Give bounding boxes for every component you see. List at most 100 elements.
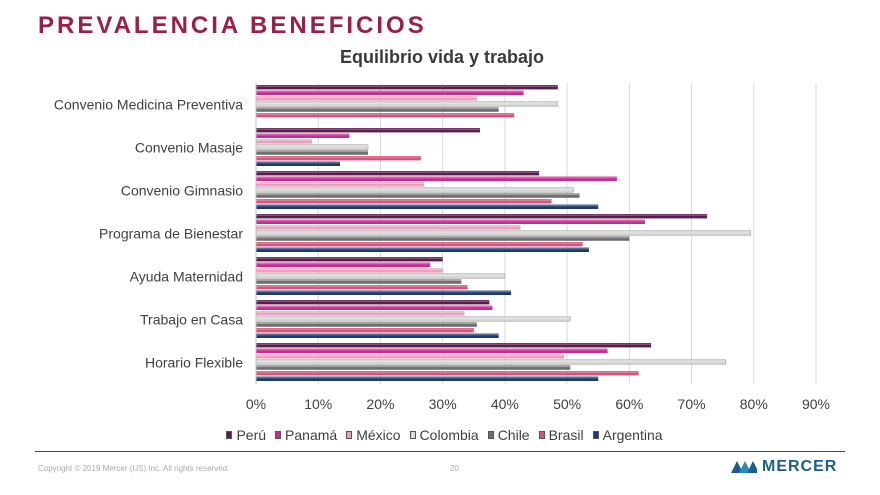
legend-swatch bbox=[226, 431, 233, 439]
x-tick-label: 30% bbox=[429, 396, 457, 412]
bar-brasil bbox=[256, 242, 583, 247]
bar-highlight bbox=[256, 85, 558, 87]
bar-chile bbox=[256, 322, 477, 327]
legend-item: Brasil bbox=[538, 427, 584, 443]
bar-perú bbox=[256, 171, 540, 176]
bar-argentina bbox=[256, 333, 499, 338]
bar-highlight bbox=[256, 263, 431, 265]
bar-chile bbox=[256, 150, 368, 155]
bar-argentina bbox=[256, 204, 599, 209]
bar-brasil bbox=[256, 113, 515, 118]
legend-item: Chile bbox=[487, 427, 530, 443]
bar-highlight bbox=[256, 225, 521, 227]
bar-highlight bbox=[256, 162, 340, 164]
bar-chile bbox=[256, 365, 571, 370]
bar-highlight bbox=[256, 134, 350, 136]
bar-highlight bbox=[256, 128, 480, 130]
legend-swatch bbox=[275, 431, 282, 439]
bar-brasil bbox=[256, 371, 639, 376]
bar-méxico bbox=[256, 268, 443, 273]
legend-label: Brasil bbox=[548, 427, 584, 443]
bar-highlight bbox=[256, 360, 726, 362]
bar-highlight bbox=[256, 220, 645, 222]
bar-highlight bbox=[256, 205, 599, 207]
category-label: Ayuda Maternidad bbox=[130, 269, 243, 285]
legend-item: México bbox=[346, 427, 401, 443]
legend-swatch bbox=[409, 431, 416, 439]
bar-panamá bbox=[256, 305, 493, 310]
bar-highlight bbox=[256, 242, 583, 244]
x-tick-label: 70% bbox=[678, 396, 706, 412]
bar-panamá bbox=[256, 262, 431, 267]
x-tick-label: 40% bbox=[491, 396, 519, 412]
brand-name: MERCER bbox=[762, 458, 838, 475]
copyright-text: Copyright © 2019 Mercer (US) Inc. All ri… bbox=[38, 464, 230, 473]
x-tick-label: 50% bbox=[553, 396, 581, 412]
bar-méxico bbox=[256, 139, 312, 144]
bar-highlight bbox=[256, 248, 589, 250]
legend-item: Argentina bbox=[592, 427, 663, 443]
bar-highlight bbox=[256, 323, 477, 325]
bar-highlight bbox=[256, 182, 424, 184]
x-tick-label: 60% bbox=[615, 396, 643, 412]
legend-label: Panamá bbox=[285, 427, 338, 443]
bar-highlight bbox=[256, 291, 512, 293]
category-label: Convenio Masaje bbox=[135, 140, 243, 156]
page-title: PREVALENCIA BENEFICIOS bbox=[38, 12, 427, 39]
bar-highlight bbox=[256, 231, 751, 233]
chart-legend: Perú Panamá México Colombia Chile Brasil Argen… bbox=[0, 427, 880, 443]
bar-chile bbox=[256, 279, 462, 284]
legend-label: Chile bbox=[497, 427, 530, 443]
mercer-logo: MERCER bbox=[730, 458, 837, 476]
bar-highlight bbox=[256, 214, 708, 216]
bar-perú bbox=[256, 257, 443, 262]
bar-highlight bbox=[256, 343, 652, 345]
bar-méxico bbox=[256, 311, 465, 316]
bar-highlight bbox=[256, 257, 443, 259]
bar-méxico bbox=[256, 182, 424, 187]
bar-argentina bbox=[256, 290, 512, 295]
bar-highlight bbox=[256, 377, 599, 379]
bar-panamá bbox=[256, 219, 645, 224]
bar-highlight bbox=[256, 349, 608, 351]
bar-highlight bbox=[256, 366, 571, 368]
bar-méxico bbox=[256, 96, 477, 101]
bar-highlight bbox=[256, 274, 505, 276]
x-tick-label: 90% bbox=[802, 396, 830, 412]
bar-perú bbox=[256, 300, 490, 305]
bar-highlight bbox=[256, 108, 499, 110]
bar-highlight bbox=[256, 280, 462, 282]
category-label: Horario Flexible bbox=[145, 355, 243, 371]
bar-perú bbox=[256, 214, 708, 219]
chart-title: Equilibrio vida y trabajo bbox=[339, 47, 545, 67]
bar-perú bbox=[256, 128, 480, 133]
bar-panamá bbox=[256, 176, 617, 181]
bar-highlight bbox=[256, 300, 490, 302]
legend-label: Colombia bbox=[419, 427, 479, 443]
mercer-logo-icon bbox=[731, 461, 757, 473]
bar-brasil bbox=[256, 285, 468, 290]
bar-highlight bbox=[256, 102, 558, 104]
x-tick-label: 10% bbox=[304, 396, 332, 412]
bar-highlight bbox=[256, 171, 540, 173]
bar-highlight bbox=[256, 156, 421, 158]
bar-panamá bbox=[256, 348, 608, 353]
bar-highlight bbox=[256, 194, 580, 196]
legend-label: México bbox=[356, 427, 401, 443]
bar-highlight bbox=[256, 285, 468, 287]
bar-highlight bbox=[256, 91, 524, 93]
bar-brasil bbox=[256, 328, 474, 333]
bar-highlight bbox=[256, 237, 630, 239]
bar-méxico bbox=[256, 225, 521, 230]
bar-highlight bbox=[256, 311, 465, 313]
x-tick-label: 0% bbox=[246, 396, 266, 412]
bar-méxico bbox=[256, 354, 564, 359]
category-label: Trabajo en Casa bbox=[140, 312, 243, 328]
legend-label: Perú bbox=[236, 427, 267, 443]
bar-highlight bbox=[256, 334, 499, 336]
legend-swatch bbox=[487, 431, 494, 439]
legend-item: Colombia bbox=[409, 427, 479, 443]
bar-highlight bbox=[256, 371, 639, 373]
bar-panamá bbox=[256, 133, 350, 138]
